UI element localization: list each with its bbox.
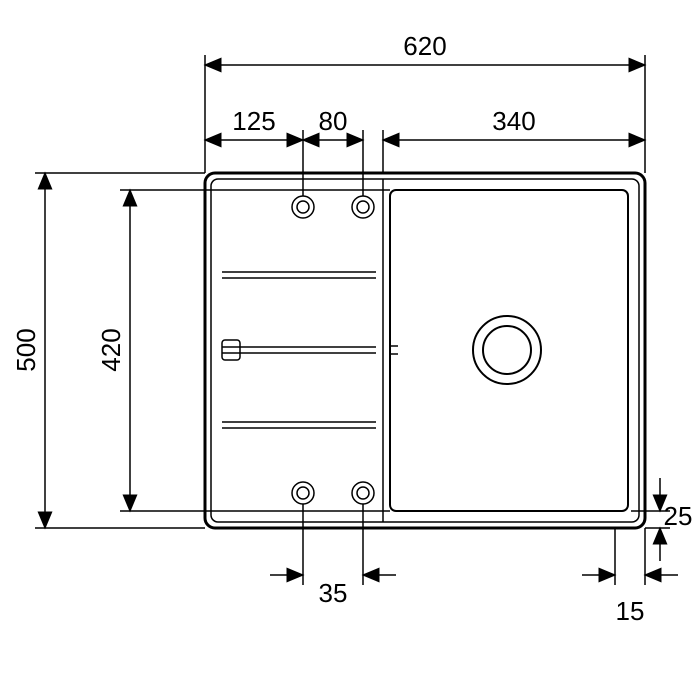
dim-inner-height: 420	[96, 328, 126, 371]
dim-right-top: 25	[664, 501, 693, 531]
drain-inner	[483, 326, 531, 374]
dim-basin-width: 340	[492, 106, 535, 136]
sink-body	[205, 173, 645, 528]
dim-bottom-gap: 35	[319, 578, 348, 608]
tap-holes	[292, 196, 374, 504]
dimensions: 620 125 80 340 500 420 35 15 25	[11, 31, 692, 626]
overflow-slot	[222, 340, 240, 360]
dim-center-gap: 80	[319, 106, 348, 136]
sink-dimension-drawing: 620 125 80 340 500 420 35 15 25	[0, 0, 700, 700]
dim-overall-width: 620	[403, 31, 446, 61]
dim-right-bottom: 15	[616, 596, 645, 626]
dim-overall-height: 500	[11, 328, 41, 371]
drainer-grooves	[222, 272, 376, 428]
dim-left-offset: 125	[232, 106, 275, 136]
